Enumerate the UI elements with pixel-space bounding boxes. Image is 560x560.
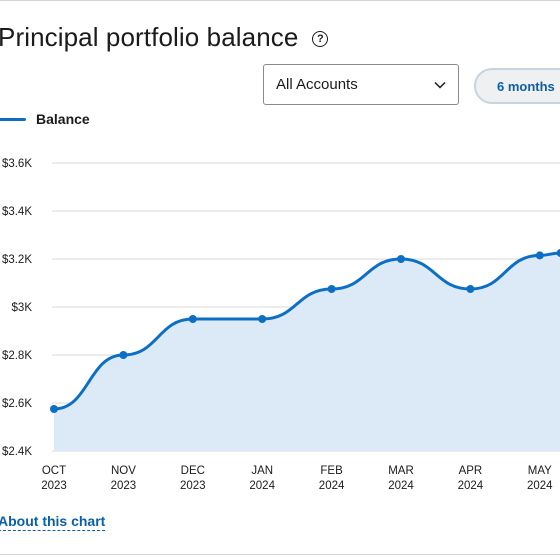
data-point[interactable]: [327, 285, 336, 293]
x-axis-ticks: OCT 2023 NOV 2023 DEC 2023 JAN 2024 FEB 2024 MAR 20…: [41, 465, 553, 492]
y-tick-label: $3.4K: [2, 206, 32, 218]
balance-area: [54, 253, 560, 451]
range-6-months-label: 6 months: [497, 78, 555, 94]
data-point[interactable]: [466, 285, 475, 293]
x-tick-label-month: JAN: [251, 465, 273, 477]
x-tick-label-year: 2023: [111, 480, 137, 492]
x-tick-label-month: FEB: [320, 465, 343, 477]
y-tick-label: $2.4K: [2, 446, 32, 458]
data-point[interactable]: [556, 249, 560, 257]
chart-legend: Balance: [0, 111, 90, 127]
x-tick-label-month: NOV: [111, 465, 136, 477]
account-select[interactable]: All Accounts: [263, 64, 459, 105]
data-points: [50, 249, 560, 413]
x-tick-label-year: 2024: [527, 480, 553, 492]
x-tick-label-month: DEC: [181, 465, 205, 477]
x-tick-label-month: APR: [459, 465, 483, 477]
x-tick-label-year: 2023: [180, 480, 206, 492]
range-6-months-button[interactable]: 6 months: [474, 68, 560, 104]
x-tick-label-year: 2024: [249, 480, 275, 492]
frame-bottom-border: [0, 554, 560, 555]
y-tick-label: $2.8K: [2, 350, 32, 362]
data-point[interactable]: [258, 315, 267, 323]
legend-swatch-balance: [0, 117, 26, 121]
chart-header: Principal portfolio balance ?: [0, 22, 329, 53]
balance-line: [53, 251, 560, 411]
y-tick-label: $3.2K: [2, 254, 32, 266]
x-tick-label-year: 2023: [41, 480, 67, 492]
data-point[interactable]: [50, 405, 58, 413]
y-tick-label: $3.6K: [2, 158, 32, 170]
legend-label-balance: Balance: [36, 111, 90, 127]
chevron-down-icon: [434, 81, 446, 89]
balance-chart: $2.4K $2.6K $2.8K $3K $3.2K $3.4K $3.6K OCT 202…: [2, 158, 560, 492]
data-point[interactable]: [119, 351, 128, 359]
x-tick-label-year: 2024: [319, 480, 345, 492]
y-axis-ticks: $2.4K $2.6K $2.8K $3K $3.2K $3.4K $3.6K: [2, 158, 32, 458]
x-tick-label-month: MAR: [388, 465, 414, 477]
y-tick-label: $3K: [12, 302, 33, 314]
question-circle-icon[interactable]: ?: [312, 30, 329, 47]
data-point[interactable]: [188, 315, 197, 323]
account-select-value: All Accounts: [276, 76, 358, 93]
page-title: Principal portfolio balance: [0, 22, 299, 52]
x-tick-label-year: 2024: [388, 480, 414, 492]
x-tick-label-month: MAY: [528, 465, 552, 477]
data-point[interactable]: [535, 251, 544, 260]
frame-top-border: [0, 0, 560, 1]
x-tick-label-year: 2024: [458, 480, 484, 492]
data-point[interactable]: [397, 255, 405, 263]
about-this-chart-link[interactable]: About this chart: [0, 513, 106, 531]
y-tick-label: $2.6K: [2, 398, 32, 410]
x-tick-label-month: OCT: [42, 465, 66, 477]
